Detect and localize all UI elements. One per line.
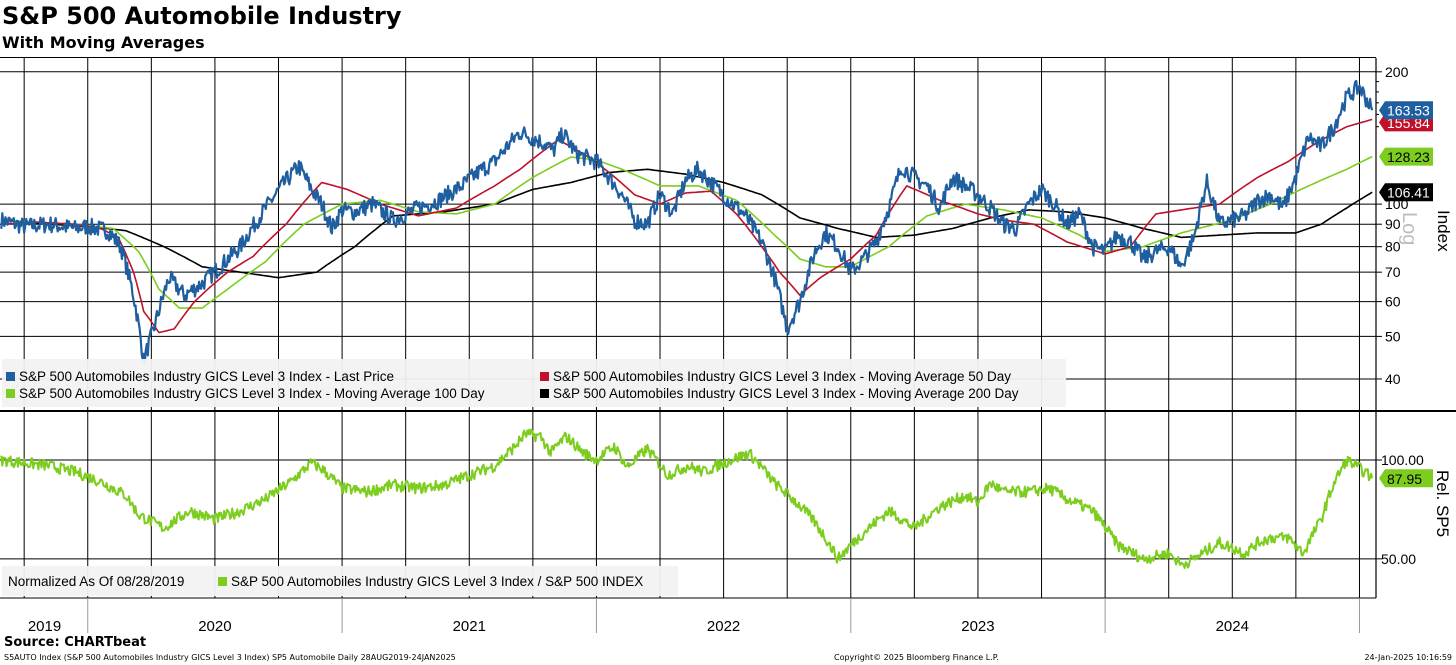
chart-title: S&P 500 Automobile Industry xyxy=(2,2,402,30)
legend-label: S&P 500 Automobiles Industry GICS Level … xyxy=(19,386,485,401)
legend-swatch xyxy=(6,372,15,381)
tag-last-price-label: 163.53 xyxy=(1387,103,1430,119)
ytick-label-top: 40 xyxy=(1385,371,1401,387)
ytick-label-top: 50 xyxy=(1385,328,1401,344)
ytick-label-top: 200 xyxy=(1385,64,1409,80)
tag-ma200 xyxy=(1379,183,1433,202)
ytick-label-bottom: 100.00 xyxy=(1381,452,1424,468)
year-label: 2020 xyxy=(198,618,231,635)
y-axis-title-top: Index xyxy=(1434,210,1453,252)
tag-relative xyxy=(1379,469,1433,488)
legend-normalized-note: Normalized As Of 08/28/2019 xyxy=(8,574,184,589)
legend-swatch xyxy=(540,372,549,381)
tag-ma100 xyxy=(1379,147,1433,166)
upper-panel-series xyxy=(0,79,1374,365)
axis-labels: 40506070809010020050.00100.00IndexLogRel… xyxy=(1381,64,1453,567)
legend-swatch xyxy=(540,389,549,398)
legend-label: S&P 500 Automobiles Industry GICS Level … xyxy=(19,369,394,384)
x-axis: 2019 2020 2021 2022 2023 2024 xyxy=(28,598,1360,635)
series-ma50 xyxy=(1,118,1373,334)
footer-timestamp: 24-Jan-2025 10:16:59 xyxy=(1364,653,1452,662)
legend-swatch xyxy=(218,577,227,586)
ytick-label-bottom: 50.00 xyxy=(1381,551,1416,567)
source-note: Source: CHARTbeat xyxy=(4,635,147,650)
legend-top-box xyxy=(2,359,1066,407)
legend-label: S&P 500 Automobiles Industry GICS Level … xyxy=(553,369,1011,384)
footer-copyright: Copyright© 2025 Bloomberg Finance L.P. xyxy=(834,653,999,662)
legend-swatch xyxy=(6,389,15,398)
legend-label: S&P 500 Automobiles Industry GICS Level … xyxy=(231,574,643,589)
tag-ma200-label: 106.41 xyxy=(1387,185,1430,201)
y-axis-scale-log: Log xyxy=(1398,212,1420,245)
ytick-label-top: 90 xyxy=(1385,216,1401,232)
footer-index-info: S5AUTO Index (S&P 500 Automobiles Indust… xyxy=(4,653,456,662)
upper-panel-gridlines xyxy=(0,58,1382,410)
series-relative xyxy=(0,428,1374,570)
year-label: 2019 xyxy=(28,618,61,635)
series-last-price xyxy=(0,79,1374,365)
year-label: 2021 xyxy=(453,618,486,635)
ytick-label-top: 70 xyxy=(1385,264,1401,280)
legends: S&P 500 Automobiles Industry GICS Level … xyxy=(2,359,1066,596)
tag-relative-label: 87.95 xyxy=(1387,471,1422,487)
series-ma100 xyxy=(1,155,1373,309)
ytick-label-top: 80 xyxy=(1385,239,1401,255)
chart-subtitle: With Moving Averages xyxy=(2,33,205,52)
y-axis-title-bottom: Rel. SP5 xyxy=(1433,470,1452,537)
ytick-label-top: 60 xyxy=(1385,294,1401,310)
legend-bottom-box xyxy=(2,566,678,596)
panel-frames xyxy=(0,57,1456,599)
year-label: 2022 xyxy=(707,618,740,635)
tag-last-price xyxy=(1379,101,1433,120)
legend-label: S&P 500 Automobiles Industry GICS Level … xyxy=(553,386,1019,401)
year-label: 2024 xyxy=(1216,618,1249,635)
lower-panel-series xyxy=(0,428,1374,570)
tag-ma100-label: 128.23 xyxy=(1387,149,1430,165)
year-label: 2023 xyxy=(961,618,994,635)
